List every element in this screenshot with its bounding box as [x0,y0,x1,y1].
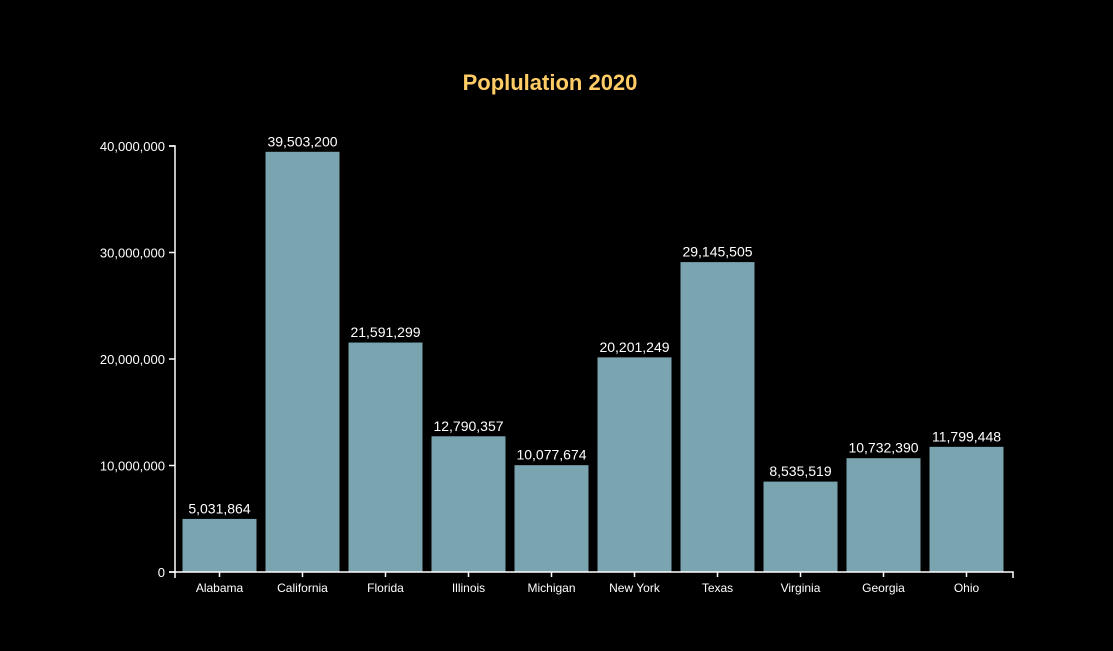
chart-title: Poplulation 2020 [463,70,638,95]
x-tick-label: Florida [367,581,404,595]
value-label: 21,591,299 [350,324,420,340]
bar-michigan [513,464,590,573]
x-axis: Alabama California Florida Illinois Michigan… [174,571,1014,595]
y-tick-label: 10,000,000 [100,459,165,474]
x-tick-label: Texas [702,581,733,595]
value-label: 10,732,390 [848,440,918,456]
x-tick-label: Virginia [781,581,821,595]
y-tick-label: 40,000,000 [100,139,165,154]
value-label: 20,201,249 [599,339,669,355]
value-label: 10,077,674 [516,447,586,463]
value-label: 12,790,357 [433,418,503,434]
x-tick-label: New York [609,581,661,595]
bars-group [181,150,1005,573]
value-label: 5,031,864 [188,500,250,516]
bar-alabama [181,517,258,573]
value-label: 11,799,448 [932,428,1001,444]
y-tick-label: 0 [158,565,165,580]
y-tick-label: 20,000,000 [100,352,165,367]
bar-texas [679,261,756,573]
x-axis-line [174,571,1014,578]
x-tick-label: Ohio [954,581,980,595]
x-tick-label: California [277,581,328,595]
bar-virginia [762,480,839,573]
bar-california [264,150,341,573]
value-label: 29,145,505 [682,244,752,260]
x-tick-label: Michigan [527,581,575,595]
value-label: 39,503,200 [267,133,337,149]
x-tick-label: Alabama [196,581,244,595]
x-tick-label: Georgia [862,581,905,595]
bar-new-york [596,356,673,573]
y-axis: 0 10,000,000 20,000,000 30,000,000 40,000,00… [100,139,176,580]
value-label: 8,535,519 [769,463,831,479]
y-tick-label: 30,000,000 [100,246,165,261]
bar-georgia [845,457,922,573]
bar-illinois [430,435,507,573]
bar-florida [347,341,424,573]
value-labels-group: 5,031,864 39,503,200 21,591,299 12,790,357 1… [188,133,1001,516]
x-tick-label: Illinois [452,581,485,595]
bar-ohio [928,445,1005,573]
